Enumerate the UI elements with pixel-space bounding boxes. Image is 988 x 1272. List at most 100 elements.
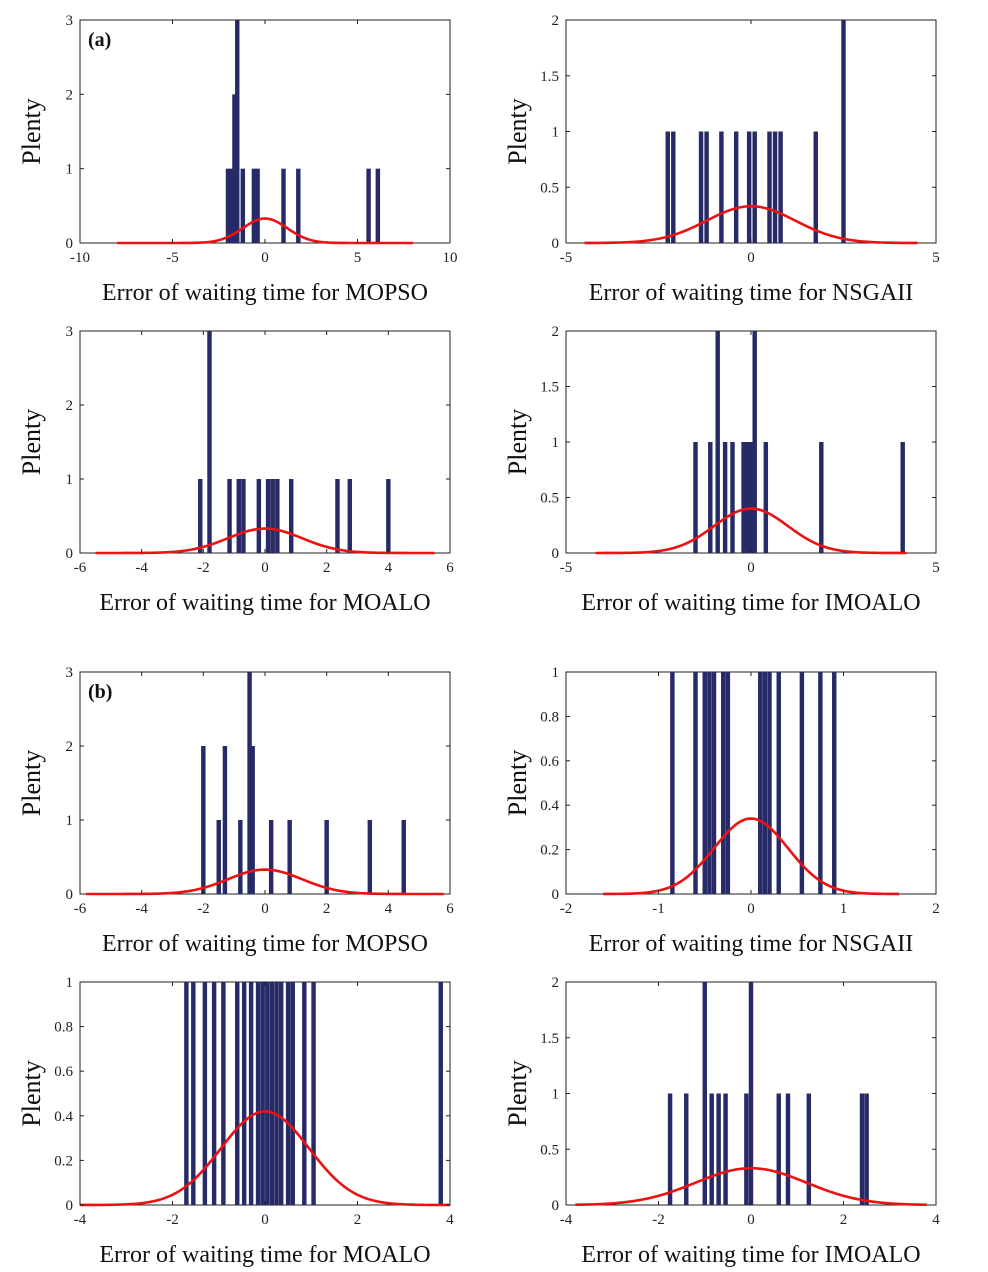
- x-tick-label: 4: [932, 1212, 940, 1228]
- y-tick-label: 0.5: [540, 180, 559, 196]
- y-axis-label: Plenty: [17, 750, 46, 816]
- histogram-bar: [367, 820, 373, 894]
- histogram-bar: [806, 1093, 812, 1205]
- normal-fit-curve: [117, 217, 413, 245]
- histogram-bar: [711, 672, 717, 894]
- histogram-bar: [832, 672, 837, 894]
- plot-frame: [79, 981, 451, 1206]
- x-tick-label: 0: [261, 1212, 269, 1228]
- histogram-bar: [762, 672, 768, 894]
- histogram-bar: [202, 982, 208, 1205]
- histogram-bar: [232, 94, 237, 243]
- y-tick-label: 0.4: [540, 798, 559, 814]
- x-tick-label: -4: [560, 1212, 573, 1228]
- y-axis-label: Plenty: [503, 1060, 532, 1126]
- histogram-bar: [281, 168, 286, 243]
- plot-frame: [565, 671, 937, 895]
- y-tick-label: 0: [552, 1198, 560, 1214]
- histogram-bar: [256, 479, 262, 553]
- histogram-bar: [269, 982, 275, 1205]
- y-tick-label: 0.6: [54, 1064, 73, 1080]
- histogram-bar: [900, 442, 905, 553]
- subplot-7: -4 -2 0 2 4 0 0.2 0.4 0.6 0.8 1 Error of waiting ti…: [17, 975, 454, 1268]
- histogram-bar: [211, 982, 217, 1205]
- histogram-bar: [241, 479, 246, 553]
- x-axis-label: Error of waiting time for MOALO: [99, 1242, 430, 1268]
- histogram-bar: [255, 982, 261, 1205]
- y-axis-label: Plenty: [503, 409, 532, 475]
- y-tick-label: 1: [66, 975, 74, 991]
- histogram-bar: [716, 1093, 721, 1205]
- x-tick-label: -6: [74, 560, 87, 576]
- y-tick-label: 2: [552, 975, 560, 991]
- histogram-bar: [819, 442, 824, 553]
- y-tick-label: 0: [66, 236, 74, 252]
- x-tick-label: 2: [323, 560, 331, 576]
- plot-frame: [79, 330, 451, 554]
- y-tick-label: 1: [66, 813, 74, 829]
- x-tick-label: 6: [446, 560, 454, 576]
- histogram-bar: [235, 20, 240, 243]
- normal-fit-curve: [595, 507, 907, 555]
- histogram-bar: [709, 1093, 714, 1205]
- x-axis-label: Error of waiting time for NSGAII: [589, 931, 914, 957]
- normal-fit-curve: [86, 868, 444, 896]
- x-tick-label: 0: [261, 250, 269, 266]
- y-tick-label: 0: [552, 887, 560, 903]
- histogram-bar: [748, 442, 754, 553]
- histogram-bar: [288, 479, 294, 553]
- histogram-bar: [335, 479, 340, 553]
- histogram-bar: [236, 479, 242, 553]
- histogram-bar: [758, 672, 763, 894]
- x-tick-label: 0: [747, 1212, 755, 1228]
- histogram-bar: [730, 442, 735, 553]
- y-tick-label: 0.5: [540, 1142, 559, 1158]
- histogram-bar: [198, 479, 203, 553]
- histogram-bar: [767, 131, 772, 243]
- histogram-bar: [260, 982, 265, 1205]
- histogram-bar: [191, 982, 196, 1205]
- x-tick-label: -10: [70, 250, 90, 266]
- normal-fit-curve: [584, 204, 918, 245]
- x-tick-label: 2: [354, 1212, 362, 1228]
- histogram-bar: [302, 982, 307, 1205]
- histogram-bar: [241, 982, 247, 1205]
- x-tick-label: -5: [166, 250, 179, 266]
- y-tick-label: 0.2: [54, 1153, 73, 1169]
- histogram-bar: [216, 820, 221, 894]
- y-tick-label: 1: [552, 125, 560, 141]
- x-tick-label: 2: [840, 1212, 848, 1228]
- y-tick-label: 0.4: [54, 1109, 73, 1125]
- y-tick-label: 1: [66, 472, 74, 488]
- histogram-bar: [229, 168, 234, 243]
- histogram-bar: [290, 982, 295, 1205]
- x-tick-label: -6: [74, 901, 87, 917]
- histogram-bar: [776, 672, 781, 894]
- normal-fit-curve: [575, 1166, 927, 1207]
- y-tick-label: 0: [66, 1198, 74, 1214]
- histogram-bar: [748, 982, 754, 1205]
- histogram-bar: [859, 1093, 865, 1205]
- histogram-bar: [366, 168, 371, 243]
- subplot-8: -4 -2 0 2 4 0 0.5 1 1.5 2 Error of waiting time fo…: [503, 975, 940, 1268]
- y-tick-label: 2: [552, 324, 560, 340]
- histogram-bar: [274, 982, 279, 1205]
- panel-tag: (b): [88, 681, 112, 703]
- x-axis-label: Error of waiting time for MOALO: [99, 590, 430, 616]
- x-tick-label: 10: [443, 250, 458, 266]
- histogram-bar: [184, 982, 189, 1205]
- histogram-bar: [722, 442, 728, 553]
- histogram-bar: [250, 746, 255, 894]
- y-tick-label: 1: [552, 665, 560, 681]
- histogram-bar: [864, 1093, 869, 1205]
- x-tick-label: 0: [747, 560, 755, 576]
- x-tick-label: 4: [385, 901, 393, 917]
- y-tick-label: 3: [66, 13, 74, 29]
- histogram-bar: [248, 982, 254, 1205]
- x-tick-label: -2: [197, 901, 210, 917]
- histogram-bar: [752, 331, 757, 553]
- histogram-bar: [704, 131, 709, 243]
- x-tick-label: -4: [74, 1212, 87, 1228]
- x-tick-label: 0: [261, 901, 269, 917]
- histogram-bar: [670, 672, 675, 894]
